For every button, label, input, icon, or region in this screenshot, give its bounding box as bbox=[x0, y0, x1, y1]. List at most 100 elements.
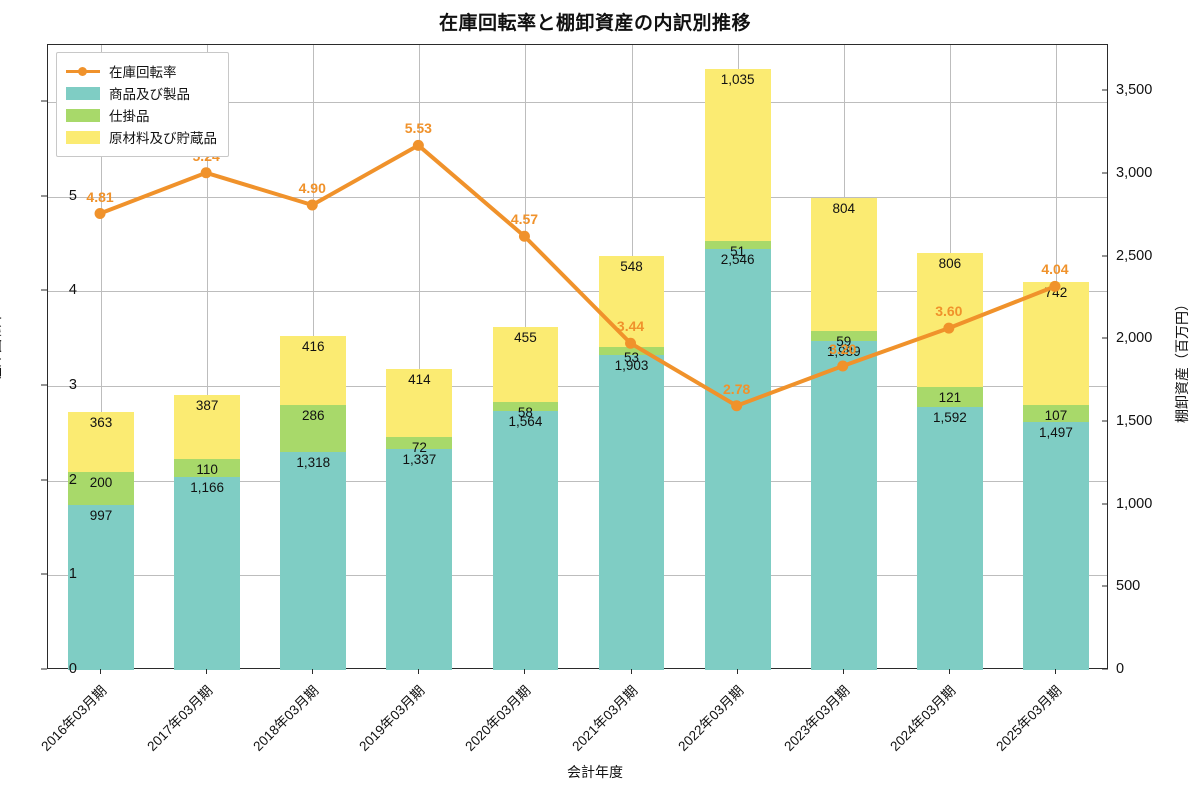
bar-segment-label: 997 bbox=[89, 508, 113, 524]
left-axis-tick-label: 5 bbox=[68, 187, 77, 204]
bar-segment[interactable] bbox=[1023, 282, 1089, 405]
x-axis-tick-label: 2025年03月期 bbox=[993, 682, 1065, 754]
line-point-label: 3.60 bbox=[935, 303, 963, 320]
bar-segment-label: 110 bbox=[196, 462, 218, 478]
bar-segment[interactable] bbox=[280, 452, 347, 670]
bar-segment-label: 107 bbox=[1044, 407, 1068, 423]
right-axis-tick-label: 2,500 bbox=[1116, 247, 1153, 264]
bar-segment[interactable] bbox=[810, 198, 877, 332]
right-axis-tick-mark bbox=[1102, 668, 1108, 670]
gridline bbox=[48, 575, 1107, 577]
bar-segment-label: 804 bbox=[832, 201, 856, 217]
right-axis-tick-label: 500 bbox=[1116, 578, 1141, 595]
bar-segment-label: 742 bbox=[1044, 285, 1068, 301]
right-axis-tick-mark bbox=[1102, 420, 1108, 422]
bar-segment[interactable] bbox=[810, 341, 877, 670]
bar-segment[interactable] bbox=[386, 448, 453, 670]
bar-segment[interactable] bbox=[174, 459, 241, 478]
right-axis-tick-label: 1,000 bbox=[1116, 495, 1153, 512]
bar-segment[interactable] bbox=[280, 404, 347, 453]
bar-segment-label: 286 bbox=[301, 407, 325, 423]
legend-color-swatch bbox=[66, 130, 100, 144]
bar-segment-label: 363 bbox=[89, 415, 113, 431]
bar-segment-label: 1,564 bbox=[508, 414, 543, 430]
x-axis-tick-label: 2022年03月期 bbox=[674, 682, 747, 754]
x-axis-tick-label: 2024年03月期 bbox=[887, 682, 959, 754]
left-axis-tick-label: 3 bbox=[68, 376, 77, 393]
left-axis-tick-mark bbox=[41, 668, 47, 670]
x-axis-tick-mark bbox=[524, 669, 526, 674]
left-axis-tick-label: 2 bbox=[68, 471, 77, 488]
left-axis-tick-mark bbox=[41, 479, 47, 481]
right-axis-tick-mark bbox=[1102, 337, 1108, 339]
bar-segment-label: 1,497 bbox=[1039, 425, 1073, 441]
right-axis-tick-label: 1,500 bbox=[1116, 412, 1153, 429]
bar-segment[interactable] bbox=[704, 69, 771, 241]
bar-segment[interactable] bbox=[68, 412, 134, 473]
bar-segment[interactable] bbox=[916, 406, 983, 670]
bar-segment-label: 414 bbox=[408, 371, 431, 387]
right-axis-tick-mark bbox=[1102, 503, 1108, 505]
bar-segment-label: 416 bbox=[301, 339, 325, 354]
legend-item[interactable]: 原材料及び貯蔵品 bbox=[66, 126, 217, 148]
right-axis-tick-label: 3,500 bbox=[1116, 82, 1153, 99]
x-axis-tick-label: 2021年03月期 bbox=[568, 682, 640, 754]
line-point-label: 4.90 bbox=[298, 179, 326, 196]
line-point-label: 4.57 bbox=[510, 211, 539, 228]
bar-segment[interactable] bbox=[68, 472, 134, 506]
bar-segment[interactable] bbox=[68, 505, 134, 670]
bar-segment-label: 387 bbox=[195, 398, 219, 414]
legend-item[interactable]: 商品及び製品 bbox=[66, 82, 217, 104]
x-axis-tick-label: 2019年03月期 bbox=[356, 682, 428, 754]
bar-segment-label: 806 bbox=[938, 256, 962, 272]
legend-item[interactable]: 在庫回転率 bbox=[66, 60, 217, 82]
legend-line-marker-icon bbox=[66, 65, 100, 78]
bar-segment-label: 51 bbox=[730, 243, 746, 259]
line-point-label: 5.53 bbox=[404, 120, 432, 137]
bar-segment[interactable] bbox=[704, 249, 771, 670]
bar-segment[interactable] bbox=[916, 253, 983, 387]
right-axis-tick-label: 2,000 bbox=[1116, 330, 1153, 347]
bar-segment-label: 53 bbox=[624, 349, 640, 365]
legend-color-swatch bbox=[66, 86, 100, 100]
bar-segment[interactable] bbox=[386, 437, 453, 449]
gridline bbox=[48, 101, 1107, 103]
chart-title: 在庫回転率と棚卸資産の内訳別推移 bbox=[438, 13, 751, 34]
bar-segment[interactable] bbox=[174, 477, 241, 670]
left-axis-tick-mark bbox=[41, 384, 47, 386]
x-axis-tick-mark bbox=[312, 669, 314, 674]
line-point-label: 4.81 bbox=[86, 188, 114, 205]
x-axis-tick-label: 2017年03月期 bbox=[144, 682, 216, 754]
x-axis-tick-mark bbox=[418, 669, 420, 674]
bar-segment[interactable] bbox=[492, 411, 559, 670]
right-axis-tick-label: 0 bbox=[1116, 661, 1125, 677]
bar-segment[interactable] bbox=[1023, 404, 1089, 423]
x-axis-tick-mark bbox=[842, 669, 844, 674]
bar-segment-label: 200 bbox=[89, 475, 113, 491]
bar-segment[interactable] bbox=[1023, 422, 1089, 670]
x-axis-label: 会計年度 bbox=[567, 764, 623, 780]
bar-segment-label: 1,035 bbox=[720, 72, 755, 88]
right-axis-tick-mark bbox=[1102, 89, 1108, 91]
x-axis-tick-label: 2023年03月期 bbox=[781, 682, 853, 754]
legend-item[interactable]: 仕掛品 bbox=[66, 104, 217, 126]
x-axis-tick-mark bbox=[948, 669, 950, 674]
gridline bbox=[48, 480, 1107, 482]
bar-segment-label: 58 bbox=[517, 404, 533, 420]
left-axis-tick-mark bbox=[41, 573, 47, 575]
line-point-label: 2.78 bbox=[723, 380, 751, 397]
legend-label: 仕掛品 bbox=[109, 109, 150, 124]
bar-segment-label: 455 bbox=[514, 329, 537, 345]
x-axis-tick-mark bbox=[1054, 669, 1056, 674]
bar-segment-label: 1,166 bbox=[190, 480, 225, 496]
legend-color-swatch bbox=[66, 108, 100, 122]
bar-segment[interactable] bbox=[598, 355, 665, 670]
bar-segment-label: 121 bbox=[938, 389, 962, 405]
x-axis-tick-mark bbox=[736, 669, 738, 674]
x-axis-tick-mark bbox=[100, 669, 102, 674]
left-axis-tick-mark bbox=[41, 195, 47, 196]
x-axis-tick-mark bbox=[630, 669, 632, 674]
right-axis-tick-mark bbox=[1102, 585, 1108, 587]
right-axis-label: 棚卸資産（百万円） bbox=[1174, 297, 1190, 423]
